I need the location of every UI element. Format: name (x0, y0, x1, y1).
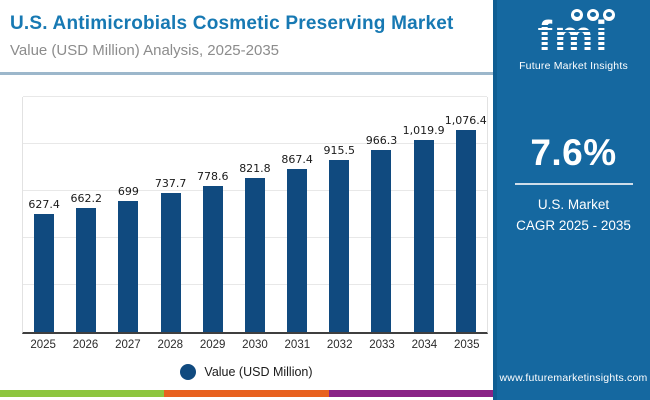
bar-column: 867.4 (276, 153, 318, 332)
cagr-value: 7.6% (530, 132, 617, 173)
footer-color-strip (0, 390, 493, 397)
x-tick-label: 2027 (115, 339, 141, 351)
bar (202, 185, 223, 332)
x-tick-label: 2031 (284, 339, 311, 351)
x-tick-label: 2030 (242, 339, 268, 351)
bar (76, 207, 97, 332)
bar-column: 1,076.4 (445, 114, 487, 332)
bar-value-label: 1,019.9 (402, 124, 445, 138)
strip-segment (164, 390, 329, 397)
page-title: U.S. Antimicrobials Cosmetic Preserving … (10, 13, 454, 34)
chart-legend: Value (USD Million) (0, 364, 493, 380)
bar-column: 821.8 (234, 162, 276, 332)
bar-column: 662.2 (65, 192, 107, 332)
bar (371, 150, 392, 332)
bar (34, 214, 55, 332)
bar-value-label: 737.7 (154, 177, 187, 191)
x-axis-labels: 2025 2026 2027 2028 2029 2030 2031 2032 2033 2034… (22, 339, 488, 351)
x-tick-label: 2029 (199, 339, 226, 351)
logo-wordmark: fmi (537, 12, 610, 61)
bar-value-label: 699 (117, 184, 139, 198)
bar (244, 177, 265, 332)
logo-tagline: Future Market Insights (519, 59, 628, 72)
header-divider (0, 72, 493, 75)
x-tick-label: 2025 (30, 339, 56, 351)
bar-value-label: 821.8 (239, 161, 271, 175)
logo-wordmark-wrap: fmi (537, 12, 610, 61)
bar-column: 915.5 (318, 144, 360, 332)
logo-icons-row (497, 8, 650, 22)
bars-container: 627.4 662.2 699 737.7 778.6 821.8 867.4 915.5 96… (23, 97, 487, 332)
bar-value-label: 1,076.4 (444, 113, 487, 127)
us-map-icon (570, 9, 583, 21)
bar-value-label: 966.3 (365, 134, 398, 148)
bar-column: 778.6 (192, 170, 234, 332)
x-tick-label: 2028 (157, 339, 184, 351)
bar (160, 193, 181, 332)
bar-column: 737.7 (150, 177, 192, 332)
bar-column: 699 (107, 185, 149, 332)
bar-column: 1,019.9 (403, 124, 445, 332)
strip-segment (328, 390, 493, 397)
cagr-stat-block: 7.6% U.S. Market CAGR 2025 - 2035 (497, 132, 650, 237)
fmi-logo: fmi Future Market Insights (497, 8, 650, 72)
stat-cagr-period-label: CAGR 2025 - 2035 (516, 217, 631, 233)
website-link[interactable]: www.futuremarketinsights.com (499, 372, 648, 384)
legend-label: Value (USD Million) (204, 365, 313, 379)
gridline (23, 143, 487, 144)
x-tick-label: 2033 (369, 339, 395, 351)
bar-value-label: 627.4 (28, 198, 60, 212)
bar-value-label: 778.6 (197, 169, 229, 183)
bar-value-label: 867.4 (281, 152, 313, 166)
page-subtitle: Value (USD Million) Analysis, 2025-2035 (10, 42, 280, 59)
legend-marker-icon (180, 364, 197, 380)
bar (413, 140, 434, 332)
compass-icon (586, 9, 599, 21)
bar (287, 168, 308, 332)
strip-segment (0, 390, 165, 397)
bar (118, 200, 139, 332)
brand-sidebar: fmi Future Market Insights 7.6% U.S. Mar… (493, 0, 650, 400)
bar-value-label: 915.5 (323, 143, 356, 157)
bar-column: 966.3 (360, 134, 402, 332)
x-tick-label: 2035 (453, 339, 480, 351)
x-tick-label: 2034 (411, 339, 438, 351)
bar-value-label: 662.2 (70, 191, 103, 205)
bar (329, 159, 350, 332)
bar-chart-plot-area: 627.4 662.2 699 737.7 778.6 821.8 867.4 915.5 96… (22, 96, 488, 334)
stat-divider (514, 183, 633, 185)
report-header: U.S. Antimicrobials Cosmetic Preserving … (10, 13, 488, 59)
bar-column: 627.4 (23, 198, 65, 332)
bar (455, 129, 476, 332)
x-tick-label: 2032 (326, 339, 353, 351)
x-tick-label: 2026 (72, 339, 99, 351)
gridline (23, 96, 487, 97)
globe-icon (602, 9, 615, 21)
stat-market-label: U.S. Market (537, 197, 610, 212)
